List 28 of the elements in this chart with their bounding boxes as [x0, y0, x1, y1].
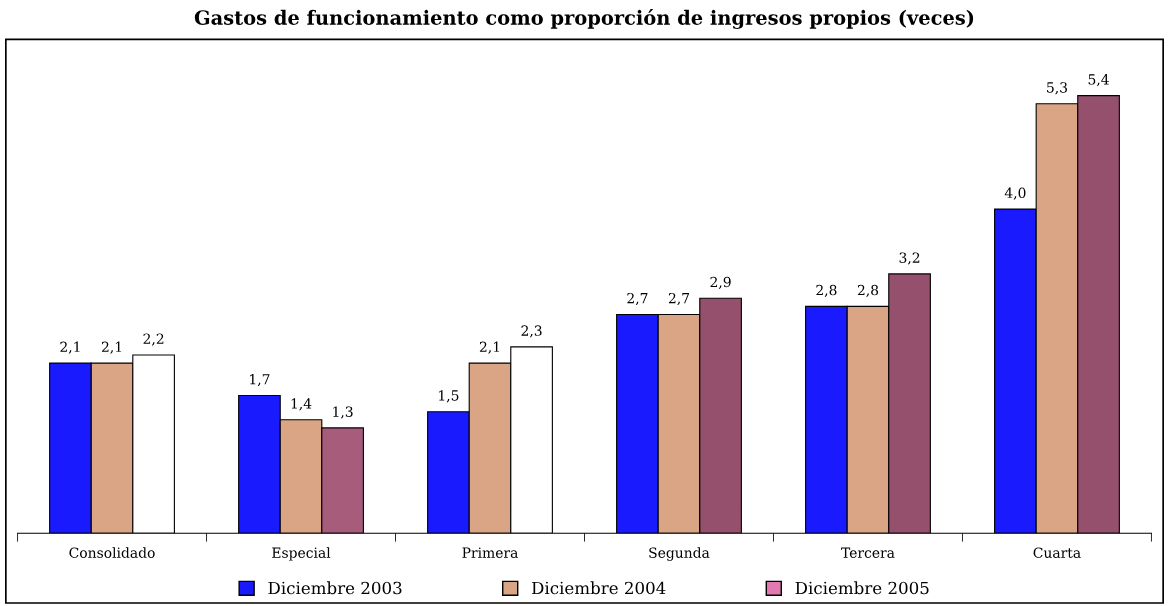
data-label: 3,2: [899, 252, 920, 265]
x-tick-label: Segunda: [649, 547, 710, 561]
x-tick-label: Tercera: [841, 547, 895, 558]
data-label: 2,8: [816, 284, 837, 298]
data-label: 5,4: [1088, 74, 1109, 87]
data-label: 2,3: [521, 325, 542, 338]
data-label: 2,7: [668, 292, 690, 306]
x-tick-label: Consolidado: [69, 547, 155, 558]
data-label: 5,3: [1047, 82, 1067, 95]
data-label: 1,4: [291, 398, 312, 411]
data-label: 4,0: [1004, 187, 1026, 200]
x-tick-label: Especial: [272, 547, 331, 561]
data-label: 2,1: [101, 341, 122, 354]
chart-title: Gastos de funcionamiento como proporción de ingresos propios (veces): [194, 9, 974, 29]
legend-label: Diciembre 2004: [531, 581, 666, 595]
legend-label: Diciembre 2005: [795, 581, 929, 595]
data-label: 2,1: [479, 341, 500, 354]
data-label: 1,5: [439, 390, 459, 403]
data-label: 1,7: [250, 373, 270, 387]
data-label: 2,1: [60, 341, 80, 354]
data-label: 2,8: [857, 284, 879, 298]
data-label: 2,7: [627, 292, 648, 306]
x-tick-label: Primera: [462, 547, 518, 558]
x-tick-label: Cuarta: [1033, 547, 1081, 558]
data-label: 2,2: [143, 333, 164, 346]
data-label: 1,3: [333, 406, 353, 419]
data-label: 2,9: [710, 276, 731, 289]
legend-label: Diciembre 2003: [268, 581, 402, 595]
